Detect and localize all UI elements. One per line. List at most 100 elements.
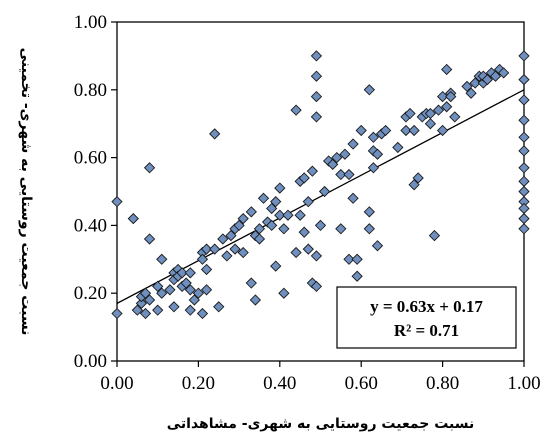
data-point	[441, 63, 453, 76]
data-point	[225, 229, 237, 242]
data-point	[196, 307, 209, 320]
data-point	[339, 148, 351, 160]
data-point	[298, 226, 310, 238]
data-point	[209, 128, 221, 140]
data-point	[253, 223, 266, 235]
data-point	[278, 287, 290, 299]
data-point	[363, 223, 375, 235]
data-point	[209, 243, 221, 255]
data-point	[306, 165, 318, 177]
data-point	[131, 304, 143, 316]
y-axis-title: نسبت جمعیت روستایی به شهری- تخمینی	[18, 48, 34, 336]
x-tick-label: 0.40	[263, 373, 296, 394]
x-axis-title: نسبت جمعیت روستایی به شهری- مشاهداتی	[167, 416, 475, 432]
data-point	[152, 304, 164, 316]
data-point	[200, 284, 213, 296]
data-point	[139, 307, 152, 320]
data-point	[347, 192, 359, 204]
data-point	[327, 158, 339, 171]
x-tick-label: 0.20	[182, 373, 215, 394]
x-tick-label: 0.80	[426, 373, 459, 394]
data-point	[200, 263, 213, 276]
data-point	[200, 243, 213, 255]
trendline	[116, 89, 525, 304]
data-point	[363, 206, 375, 218]
data-point	[188, 294, 200, 306]
data-point	[127, 212, 139, 225]
equation-box: y = 0.63x + 0.17 R² = 0.71	[336, 286, 517, 349]
data-point	[156, 253, 168, 265]
data-point	[139, 287, 152, 299]
data-point	[465, 87, 477, 99]
data-point	[290, 104, 302, 116]
data-point	[481, 73, 494, 86]
data-point	[343, 168, 355, 181]
data-point	[518, 162, 530, 174]
data-point	[168, 301, 180, 313]
data-point	[436, 124, 449, 137]
data-point	[363, 84, 375, 96]
data-point	[310, 50, 323, 62]
data-point	[400, 124, 412, 137]
data-point	[310, 111, 323, 123]
data-point	[302, 243, 314, 255]
data-point	[143, 233, 156, 245]
data-point	[253, 233, 266, 245]
data-point	[221, 250, 233, 262]
data-point	[424, 118, 437, 130]
data-point	[310, 70, 323, 82]
data-point	[331, 151, 343, 164]
data-point	[518, 131, 530, 143]
data-point	[184, 284, 196, 296]
data-point	[278, 223, 290, 235]
trendline-equation: y = 0.63x + 0.17	[370, 297, 483, 316]
data-point	[274, 182, 286, 194]
data-point	[498, 67, 510, 79]
data-point	[310, 250, 323, 262]
data-point	[518, 223, 530, 235]
data-point	[436, 90, 449, 103]
y-tick-label: 0.20	[74, 283, 107, 304]
data-point	[310, 90, 323, 103]
data-point	[302, 196, 314, 208]
y-tick-label: 0.00	[74, 351, 107, 372]
data-point	[335, 168, 347, 181]
x-tick-label: 1.00	[507, 373, 540, 394]
data-point	[314, 219, 327, 232]
data-point	[461, 80, 473, 93]
data-point	[237, 246, 249, 259]
data-point	[408, 179, 420, 191]
data-point	[335, 223, 347, 235]
data-point	[143, 294, 156, 306]
data-point	[351, 270, 363, 282]
y-tick-label: 1.00	[74, 12, 107, 33]
data-point	[164, 284, 176, 296]
r-squared-label: R² = 0.71	[394, 321, 459, 340]
data-point	[392, 141, 404, 154]
data-point	[282, 209, 294, 221]
data-point	[445, 90, 457, 103]
x-tick-label: 0.00	[100, 373, 133, 394]
data-point	[469, 77, 481, 89]
data-point	[355, 124, 367, 137]
data-point	[229, 243, 241, 255]
data-point	[318, 185, 331, 198]
data-point	[245, 277, 257, 289]
data-point	[156, 287, 168, 299]
data-point	[449, 111, 461, 123]
data-point	[245, 206, 257, 218]
data-point	[412, 172, 424, 184]
data-point	[257, 192, 270, 204]
equation-box-frame	[336, 286, 517, 349]
data-point	[518, 114, 530, 126]
data-point	[266, 202, 278, 215]
data-point	[298, 172, 310, 184]
data-point	[143, 162, 156, 174]
data-point	[270, 260, 282, 272]
data-point	[180, 277, 192, 289]
y-tick-label: 0.40	[74, 215, 107, 236]
data-point	[343, 253, 355, 265]
data-point	[237, 212, 249, 225]
data-point	[176, 267, 188, 279]
